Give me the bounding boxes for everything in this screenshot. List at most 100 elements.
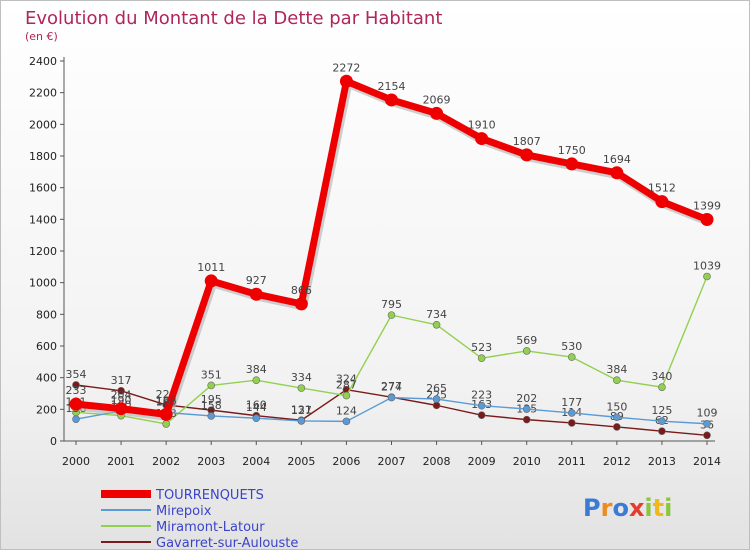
data-label: 384	[606, 363, 627, 376]
data-label: 334	[291, 371, 312, 384]
data-label: 190	[111, 394, 132, 407]
x-tick-label: 2004	[242, 455, 270, 468]
data-label: 202	[516, 392, 537, 405]
data-point	[658, 383, 666, 391]
data-label: 1039	[693, 259, 721, 272]
y-tick-label: 0	[50, 435, 57, 448]
data-label: 354	[66, 368, 87, 381]
data-label: 569	[516, 334, 537, 347]
y-tick-label: 1400	[29, 213, 57, 226]
data-label: 158	[201, 399, 222, 412]
axes: 0 200 400 600 800 1000 1200 1400 1600 1800 2000 220…	[29, 55, 721, 468]
logo-letter: o	[612, 494, 629, 522]
data-point	[613, 413, 621, 422]
data-label: 131	[291, 403, 312, 416]
data-point	[567, 409, 576, 417]
y-tick-label: 2000	[29, 118, 57, 131]
data-point	[658, 427, 666, 435]
legend-label: Miramont-Latour	[156, 520, 265, 535]
data-point	[703, 431, 711, 440]
data-point	[565, 157, 579, 171]
logo-letter: i	[644, 494, 652, 522]
data-point	[207, 412, 216, 420]
data-point	[249, 287, 263, 301]
data-point	[297, 417, 306, 425]
data-label: 109	[697, 407, 718, 420]
logo-letter: t	[653, 494, 664, 522]
data-point	[69, 397, 83, 411]
data-label: 144	[246, 401, 267, 414]
data-label: 225	[426, 388, 447, 401]
data-point	[204, 274, 218, 288]
data-point	[477, 411, 486, 419]
data-label: 150	[606, 400, 627, 413]
legend-label: Mirepoix	[156, 504, 212, 519]
data-point	[207, 381, 216, 390]
chart-title: Evolution du Montant de la Dette par Hab…	[25, 8, 442, 29]
legend-label: Gavarret-sur-Aulouste	[156, 536, 298, 549]
data-point	[520, 148, 534, 162]
x-tick-label: 2011	[558, 455, 586, 468]
x-tick-label: 2009	[468, 455, 496, 468]
data-label: 223	[471, 389, 492, 402]
series-tourrenquets: 233 204 168 1011 927 866 2272 2154 2069 1910 1807 1…	[66, 61, 721, 421]
y-tick-label: 800	[36, 308, 57, 321]
data-point	[342, 391, 351, 400]
data-label: 1694	[603, 153, 631, 166]
data-label: 340	[651, 370, 672, 383]
x-tick-label: 2010	[513, 455, 541, 468]
logo-letter: x	[629, 494, 645, 522]
y-tick-label: 2200	[29, 87, 57, 100]
x-tick-label: 2007	[378, 455, 406, 468]
data-label: 866	[291, 284, 312, 297]
data-point	[162, 420, 170, 428]
data-point	[477, 401, 486, 410]
data-label: 384	[246, 363, 267, 376]
data-label: 1399	[693, 199, 721, 212]
x-tick-label: 2013	[648, 455, 676, 468]
data-point	[385, 93, 398, 107]
data-label: 734	[426, 308, 447, 321]
series-layer: 3543172281951601313242772251631351148962…	[66, 61, 721, 440]
data-label: 795	[381, 298, 402, 311]
data-point	[72, 415, 80, 423]
data-point	[613, 376, 621, 385]
logo-text: Proxiti	[583, 494, 672, 522]
x-tick-label: 2012	[603, 455, 631, 468]
data-point	[522, 415, 531, 424]
data-label: 2069	[423, 93, 451, 106]
y-tick-label: 1800	[29, 150, 57, 163]
data-point	[703, 272, 711, 281]
data-label: 927	[246, 274, 267, 287]
data-label: 265	[426, 382, 447, 395]
data-label: 351	[201, 368, 222, 381]
y-tick-label: 1600	[29, 182, 57, 195]
data-label: 177	[561, 396, 582, 409]
x-tick-label: 2000	[62, 455, 90, 468]
proxiti-logo: Proxiti	[583, 494, 672, 522]
data-point	[339, 74, 353, 88]
data-label: 274	[381, 381, 402, 394]
y-tick-label: 1200	[29, 245, 57, 258]
logo-letter: r	[601, 494, 613, 522]
data-point	[387, 311, 396, 319]
y-tick-label: 1000	[29, 277, 57, 290]
data-point	[432, 320, 441, 329]
data-label: 277	[381, 380, 402, 393]
data-point	[294, 297, 308, 311]
data-label: 530	[561, 340, 582, 353]
data-label: 1512	[648, 182, 676, 195]
data-label: 2272	[332, 61, 360, 74]
y-tick-label: 400	[36, 372, 57, 385]
x-tick-label: 2005	[287, 455, 315, 468]
data-label: 160	[246, 399, 267, 412]
y-tick-label: 2400	[29, 55, 57, 68]
data-point	[475, 132, 489, 146]
data-label: 317	[111, 374, 132, 387]
data-point	[72, 381, 80, 389]
series-mirepoix: 1381901801581441271242742652232021771501…	[66, 381, 718, 428]
data-point	[342, 417, 351, 426]
chart-subtitle: (en €)	[25, 30, 58, 43]
